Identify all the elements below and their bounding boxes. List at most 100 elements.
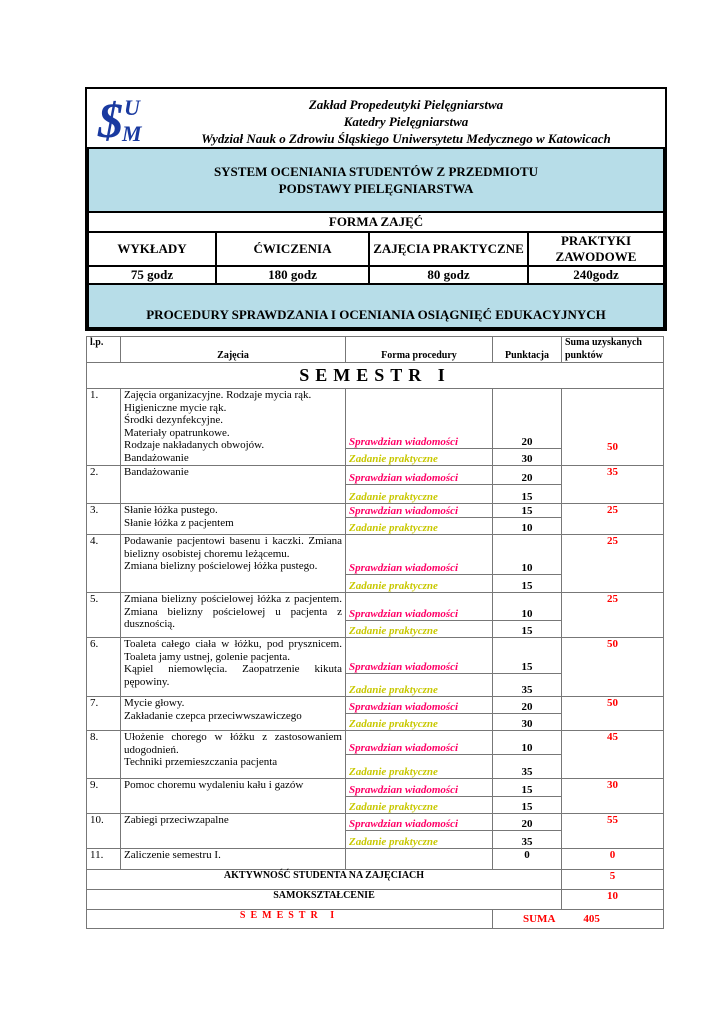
row-topic: Bandażowanie — [120, 465, 346, 504]
procedure-test: Sprawdzian wiadomości — [345, 696, 493, 714]
procedure-test: Sprawdzian wiadomości — [345, 813, 493, 831]
col-topic: Zajęcia — [120, 336, 346, 363]
points-practical: 35 — [492, 673, 562, 697]
row-number: 11. — [86, 848, 121, 870]
points-test: 10 — [492, 730, 562, 755]
points-test: 20 — [492, 696, 562, 714]
form-label: ĆWICZENIA — [215, 231, 370, 267]
form-label: WYKŁADY — [87, 231, 217, 267]
points-practical: 10 — [492, 517, 562, 535]
row-sum: 45 — [561, 730, 664, 779]
row-number: 5. — [86, 592, 121, 638]
table-row: 9. Pomoc choremu wydaleniu kału i gazów … — [86, 778, 664, 814]
document-header: $ U M Zakład Propedeutyki Pielęgniarstwa… — [85, 87, 667, 331]
row-sum: 25 — [561, 534, 664, 593]
procedure-practical: Zadanie praktyczne — [345, 754, 493, 779]
procedure-practical: Zadanie praktyczne — [345, 830, 493, 849]
procedures-title: PROCEDURY SPRAWDZANIA I OCENIANIA OSIĄGN… — [87, 283, 665, 329]
procedure-practical: Zadanie praktyczne — [345, 517, 493, 535]
procedure-practical: Zadanie praktyczne — [345, 713, 493, 731]
row-number: 9. — [86, 778, 121, 814]
row-number: 3. — [86, 503, 121, 535]
procedure-test: Sprawdzian wiadomości — [345, 637, 493, 674]
row-sum: 55 — [561, 813, 664, 849]
points-practical: 35 — [492, 754, 562, 779]
row-topic: Mycie głowy. Zakładanie czepca przeciwws… — [120, 696, 346, 731]
row-topic: Zabiegi przeciwzapalne — [120, 813, 346, 849]
points-test: 15 — [492, 778, 562, 797]
procedure-test: Sprawdzian wiadomości — [345, 503, 493, 518]
row-number: 4. — [86, 534, 121, 593]
activity-label: AKTYWNOŚĆ STUDENTA NA ZAJĘCIACH — [86, 869, 562, 890]
row-number: 2. — [86, 465, 121, 504]
row-number: 7. — [86, 696, 121, 731]
table-subrow: Zadanie praktyczne 15 — [87, 620, 664, 638]
procedure-practical: Zadanie praktyczne — [345, 448, 493, 466]
col-points: Punktacja — [492, 336, 562, 363]
points-practical: 15 — [492, 620, 562, 638]
row-topic: Toaleta całego ciała w łóżku, pod pryszn… — [120, 637, 346, 697]
procedure-practical: Zadanie praktyczne — [345, 620, 493, 638]
row-sum: 50 — [561, 388, 664, 466]
points-practical: 35 — [492, 830, 562, 849]
row-sum: 0 — [561, 848, 664, 870]
row-topic: Ułożenie chorego w łóżku z zastosowaniem… — [120, 730, 346, 779]
table-row: 8. Ułożenie chorego w łóżku z zastosowan… — [86, 730, 664, 779]
row-number: 1. — [86, 388, 121, 466]
form-label: ZAJĘCIA PRAKTYCZNE — [368, 231, 529, 267]
row-topic: Podawanie pacjentowi basenu i kaczki. Zm… — [120, 534, 346, 593]
row-number: 6. — [86, 637, 121, 697]
semester-title: SEMESTR I — [86, 362, 664, 389]
row-topic: Zajęcia organizacyjne. Rodzaje mycia rąk… — [120, 388, 346, 466]
total-value: 405 — [583, 913, 600, 925]
svg-text:$: $ — [97, 92, 123, 147]
row-topic: Słanie łóżka pustego. Słanie łóżka z pac… — [120, 503, 346, 535]
grading-table: l.p. Zajęcia Forma procedury Punktacja S… — [86, 336, 664, 929]
row-topic: Zaliczenie semestru I. — [120, 848, 346, 870]
points-practical: 15 — [492, 796, 562, 814]
procedure-test: Sprawdzian wiadomości — [345, 534, 493, 575]
row-number: 10. — [86, 813, 121, 849]
table-row: 1. Zajęcia organizacyjne. Rodzaje mycia … — [86, 388, 664, 466]
final-row: 11. Zaliczenie semestru I. 0 0 — [86, 848, 664, 870]
points-practical: 15 — [492, 484, 562, 504]
self-study-row: SAMOKSZTAŁCENIE 10 — [86, 889, 664, 910]
points-test: 20 — [492, 465, 562, 485]
procedure-test: Sprawdzian wiadomości — [345, 465, 493, 485]
self-study-label: SAMOKSZTAŁCENIE — [86, 889, 562, 910]
points-test: 15 — [492, 503, 562, 518]
system-title-line2: PODSTAWY PIELĘGNIARSTWA — [278, 181, 474, 196]
points-practical: 30 — [492, 713, 562, 731]
self-study-sum: 10 — [561, 889, 664, 910]
form-hours: 75 godz — [87, 265, 217, 285]
row-sum: 35 — [561, 465, 664, 504]
procedure-practical: Zadanie praktyczne — [345, 484, 493, 504]
activity-row: AKTYWNOŚĆ STUDENTA NA ZAJĘCIACH 5 — [86, 869, 664, 890]
points-test: 15 — [492, 637, 562, 674]
form-label: PRAKTYKI ZAWODOWE — [527, 231, 665, 267]
table-row: 6. Toaleta całego ciała w łóżku, pod pry… — [86, 637, 664, 697]
procedure-test: Sprawdzian wiadomości — [345, 592, 493, 621]
total-semester-label: SEMESTR I — [86, 909, 493, 929]
procedure-practical: Zadanie praktyczne — [345, 673, 493, 697]
table-row: 10. Zabiegi przeciwzapalne Sprawdzian wi… — [86, 813, 664, 849]
row-sum: 25 — [561, 503, 664, 535]
chair-name: Katedry Pielęgniarstwa — [343, 113, 469, 129]
col-procedure: Forma procedury — [345, 336, 493, 363]
points-final: 0 — [492, 848, 562, 870]
points-test: 20 — [492, 813, 562, 831]
col-sum: Suma uzyskanych punktów — [561, 336, 664, 363]
row-sum: 50 — [561, 696, 664, 731]
points-test: 20 — [492, 388, 562, 449]
procedure-practical: Zadanie praktyczne — [345, 574, 493, 593]
row-topic: Zmiana bielizny pościelowej łóżka z pacj… — [120, 592, 346, 638]
forma-title: FORMA ZAJĘĆ — [87, 211, 665, 233]
row-topic: Pomoc choremu wydaleniu kału i gazów — [120, 778, 346, 814]
procedure-test: Sprawdzian wiadomości — [345, 388, 493, 449]
table-row: 7. Mycie głowy. Zakładanie czepca przeci… — [86, 696, 664, 731]
institution-cell: $ U M Zakład Propedeutyki Pielęgniarstwa… — [88, 89, 664, 149]
row-sum: 25 — [561, 592, 664, 638]
total-row: SEMESTR I SUMA 405 — [86, 909, 664, 929]
total-sum: SUMA 405 — [492, 909, 664, 929]
row-sum: 50 — [561, 637, 664, 697]
